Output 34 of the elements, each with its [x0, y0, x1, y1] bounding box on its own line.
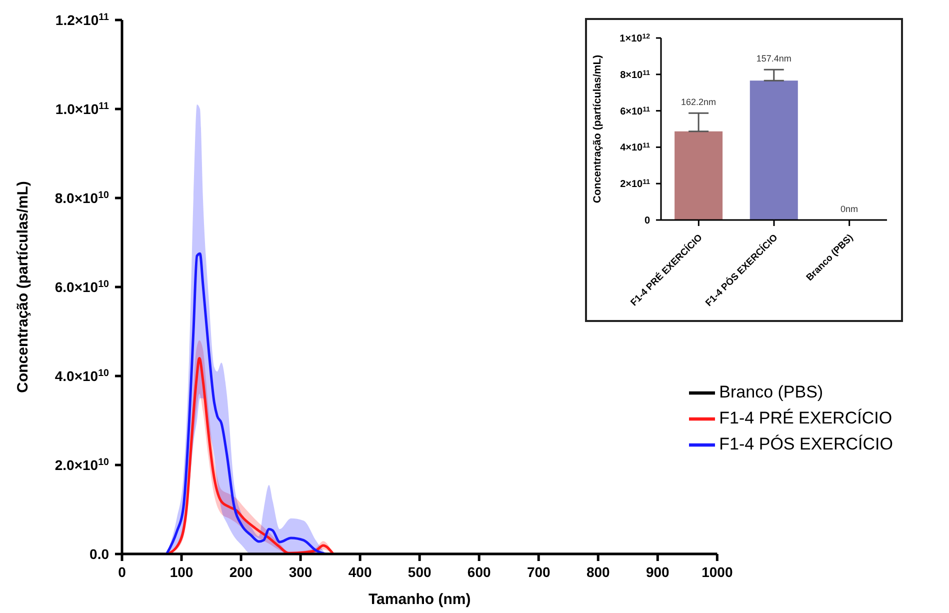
y-tick-label: 0.0 [90, 546, 110, 562]
y-tick-label: 0 [644, 216, 650, 226]
x-tick-label: 200 [229, 564, 253, 580]
annotation: 162.2nm [681, 97, 716, 108]
y-tick-label: 1.2×10$^{11}$ [55, 11, 110, 28]
legend-label: Branco (PBS) [719, 382, 824, 402]
line-series [165, 252, 327, 554]
x-tick-label: 100 [170, 564, 194, 580]
y-tick-label: 8×10$^{11}$ [620, 69, 650, 81]
x-tick-label: 300 [288, 564, 312, 580]
x-tick-label: 800 [586, 564, 610, 580]
y-tick-label: 2×10$^{11}$ [620, 178, 650, 190]
y-tick-label: 8.0×10$^{10}$ [54, 189, 110, 206]
legend-label: F1-4 PRÉ EXERCÍCIO [719, 408, 892, 428]
x-tick-label: 700 [526, 564, 551, 580]
y-tick-label: 6×10$^{11}$ [620, 106, 650, 118]
annotation: 0nm [840, 204, 858, 214]
y-tick-label: 6.0×10$^{10}$ [54, 278, 110, 295]
x-tick-label: 500 [408, 564, 432, 580]
y-axis-title: Concentração (partículas/mL) [592, 54, 604, 204]
y-tick-label: 4×10$^{11}$ [620, 142, 650, 154]
y-tick-label: 1.0×10$^{11}$ [55, 100, 110, 117]
x-tick-label: 400 [348, 564, 372, 580]
x-tick-label: 0 [118, 564, 126, 580]
legend-label: F1-4 PÓS EXERCÍCIO [719, 434, 893, 454]
y-axis-title: Concentração (partículas/mL) [14, 181, 32, 393]
annotation: 157.4nm [756, 54, 792, 64]
y-tick-label: 1×10$^{12}$ [620, 33, 650, 44]
x-tick-label: 1000 [702, 564, 733, 580]
x-axis-title: Tamanho (nm) [368, 591, 471, 608]
y-tick-label: 2.0×10$^{10}$ [54, 456, 110, 473]
x-tick-label: 900 [646, 564, 670, 580]
y-tick-label: 4.0×10$^{10}$ [54, 367, 110, 384]
x-tick-label: 600 [467, 564, 491, 580]
